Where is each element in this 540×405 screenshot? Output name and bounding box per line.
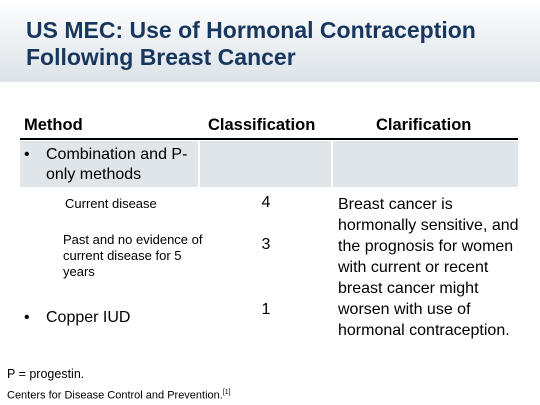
source-citation: Centers for Disease Control and Preventi… <box>7 389 231 402</box>
row-current-disease-classification: 4 <box>261 194 271 211</box>
row-copper-iud-classification: 1 <box>261 301 271 318</box>
group-row-label: Combination and P-only methods <box>46 146 188 183</box>
source-text: Centers for Disease Control and Preventi… <box>7 389 223 402</box>
slide-title: US MEC: Use of Hormonal Contraception Fo… <box>26 17 476 70</box>
header-clarification: Clarification <box>376 116 472 134</box>
source-ref: [1] <box>222 389 231 396</box>
bullet: • <box>24 146 30 163</box>
group-row-method-cell <box>20 141 198 187</box>
row-copper-iud-label: Copper IUD <box>46 309 131 326</box>
footnote: P = progestin. <box>7 367 85 381</box>
clarification-text: Breast cancer is hormonally sensitive, a… <box>338 196 519 339</box>
header-rule <box>20 138 518 140</box>
group-row-classification-cell <box>200 141 331 187</box>
row-current-disease-method: Current disease <box>65 196 157 211</box>
group-row-clarification-cell <box>333 141 518 187</box>
header-classification: Classification <box>208 116 316 134</box>
title-band <box>0 0 540 82</box>
row-past-disease-method: Past and no evidence of current disease … <box>63 232 203 279</box>
row-past-disease-classification: 3 <box>261 236 271 253</box>
header-method: Method <box>24 116 83 134</box>
bullet: • <box>24 309 30 326</box>
